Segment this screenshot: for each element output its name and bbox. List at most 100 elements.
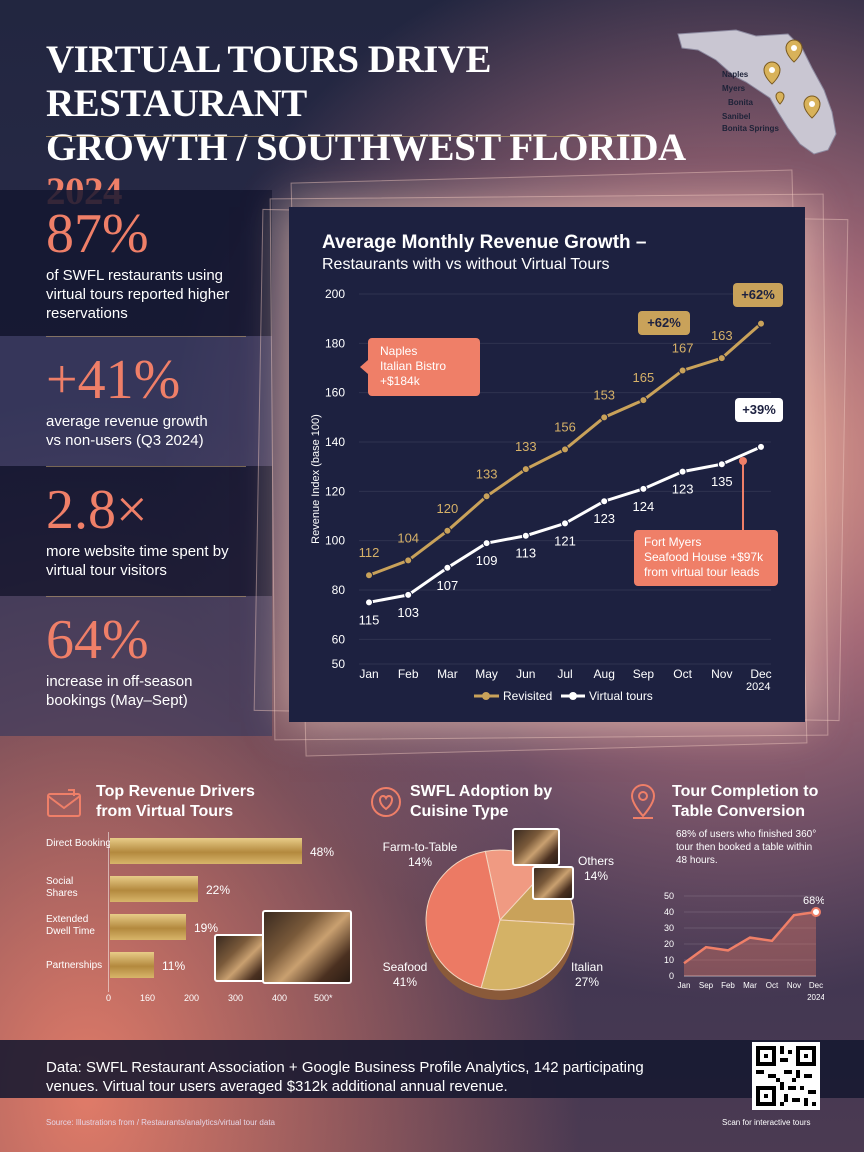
y-tick-label: 160 xyxy=(325,386,345,400)
data-point xyxy=(482,492,491,501)
area-x-tick: Sep xyxy=(699,981,714,990)
data-label: 104 xyxy=(397,530,419,545)
data-label: 133 xyxy=(476,466,498,481)
data-label: 163 xyxy=(711,328,733,343)
map-city-3: Bonita xyxy=(728,98,753,107)
bar-axis-tick: 0 xyxy=(106,993,112,1003)
data-point xyxy=(678,366,687,375)
data-label: 121 xyxy=(554,533,576,548)
stat-value: 87% xyxy=(46,203,149,265)
data-point xyxy=(717,460,726,469)
stat-description: increase in off-season bookings (May–Sep… xyxy=(46,673,193,709)
data-label: 165 xyxy=(633,370,655,385)
page-title: VIRTUAL TOURS DRIVE RESTAURANT GROWTH / … xyxy=(46,38,686,214)
data-label: 109 xyxy=(476,553,498,568)
florida-map: Naples Myers Bonita Sanibel Bonita Sprin… xyxy=(676,20,846,170)
data-point xyxy=(678,467,687,476)
stat-panel-bg-3 xyxy=(0,466,272,596)
y-tick-label: 50 xyxy=(332,657,346,671)
main-chart-subtitle: Restaurants with vs without Virtual Tour… xyxy=(322,256,610,273)
stat-value: 2.8× xyxy=(46,479,148,541)
bar-label: Social Shares xyxy=(46,876,78,899)
bar-value: 19% xyxy=(194,921,219,935)
bar-label: Direct Bookings xyxy=(46,838,117,849)
x-axis-year: 2024 xyxy=(746,681,771,693)
map-city-4: Sanibel xyxy=(722,112,751,121)
qr-code[interactable] xyxy=(752,1042,820,1110)
data-label: 156 xyxy=(554,419,576,434)
y-tick-label: 200 xyxy=(325,287,345,301)
callout-fort-myers: Fort Myers Seafood House +$97k from virt… xyxy=(634,530,778,586)
stat-divider-2 xyxy=(46,466,246,467)
map-city-1: Naples xyxy=(722,70,749,79)
pie-label-italian: Italian 27% xyxy=(562,960,612,990)
x-tick-label: Feb xyxy=(398,667,419,681)
data-point xyxy=(521,465,530,474)
area-y-tick: 0 xyxy=(669,971,674,981)
bar-direct-bookings xyxy=(110,838,302,864)
data-label: 120 xyxy=(437,501,459,516)
title-line-2-text: GROWTH / SOUTHWEST FLORIDA xyxy=(46,126,684,169)
data-point xyxy=(443,526,452,535)
bar-axis-tick: 500* xyxy=(314,993,333,1003)
data-point xyxy=(404,590,413,599)
x-tick-label: Aug xyxy=(594,667,615,681)
y-tick-label: 180 xyxy=(325,336,345,350)
heart-pin-icon xyxy=(368,784,404,825)
legend-marker-revisited xyxy=(482,692,490,700)
florida-map-shape xyxy=(677,29,837,155)
pie-label-name: Others xyxy=(577,854,614,868)
x-tick-label: Dec xyxy=(750,667,771,681)
pie-slice-italian xyxy=(480,919,575,991)
qr-code-icon xyxy=(756,1046,816,1106)
data-point xyxy=(757,319,765,328)
pie-label-value: 14% xyxy=(407,855,433,869)
title-line-2: GROWTH / SOUTHWEST FLORIDA 2024 xyxy=(46,126,686,214)
area-y-tick: 10 xyxy=(664,955,674,965)
map-pin-1-icon xyxy=(785,39,803,63)
stat-value: +41% xyxy=(46,349,181,411)
area-y-tick: 40 xyxy=(664,907,674,917)
map-city-2: Myers xyxy=(722,84,746,93)
main-chart-title: Average Monthly Revenue Growth – xyxy=(322,232,647,253)
footer-text: Data: SWFL Restaurant Association + Goog… xyxy=(46,1059,644,1095)
stat-description: of SWFL restaurants using virtual tours … xyxy=(46,267,230,322)
callout-fort-myers-dot xyxy=(739,457,747,465)
x-tick-label: Nov xyxy=(711,667,732,681)
y-tick-label: 100 xyxy=(325,534,345,548)
map-pin-2-icon xyxy=(763,61,781,85)
bar-axis-tick: 400 xyxy=(272,993,288,1003)
area-x-tick: Dec xyxy=(809,981,823,990)
y-tick-label: 60 xyxy=(332,632,346,646)
x-tick-label: Sep xyxy=(633,667,655,681)
data-label: 133 xyxy=(515,439,537,454)
stat-description: average revenue growth vs non-users (Q3 … xyxy=(46,413,208,449)
title-divider xyxy=(46,136,646,137)
title-line-1: VIRTUAL TOURS DRIVE RESTAURANT xyxy=(46,38,491,125)
adoption-title: SWFL Adoption by Cuisine Type xyxy=(410,783,553,820)
data-label: 107 xyxy=(437,578,459,593)
y-tick-label: 80 xyxy=(332,583,346,597)
x-tick-label: Jul xyxy=(557,667,572,681)
pie-label-value: 27% xyxy=(574,975,600,989)
bar-partnerships xyxy=(110,952,154,978)
data-point xyxy=(521,531,530,540)
bar-axis-tick: 160 xyxy=(140,993,156,1003)
location-pin-icon xyxy=(628,784,658,825)
area-end-point xyxy=(811,907,821,917)
pie-label-value: 41% xyxy=(392,975,418,989)
y-axis-label: Revenue Index (base 100) xyxy=(310,414,322,544)
pie-label-seafood: Seafood 41% xyxy=(374,960,436,990)
main-line-chart: 50 60 80 100 120 140 160 180 200 Jan Feb Mar May Jun J… xyxy=(310,287,772,703)
data-point xyxy=(365,571,373,580)
pie-label-name: Farm-to-Table xyxy=(382,840,458,854)
y-tick-label: 140 xyxy=(325,435,345,449)
data-point xyxy=(561,445,569,454)
pie-label-name: Italian xyxy=(570,960,604,974)
area-x-tick: Oct xyxy=(766,981,779,990)
bar-label: Partnerships xyxy=(46,960,103,971)
y-tick-label: 120 xyxy=(325,484,345,498)
pie-label-farm-to-table: Farm-to-Table 14% xyxy=(378,840,462,870)
x-tick-label: May xyxy=(475,667,498,681)
callout-naples-pointer xyxy=(360,360,368,374)
